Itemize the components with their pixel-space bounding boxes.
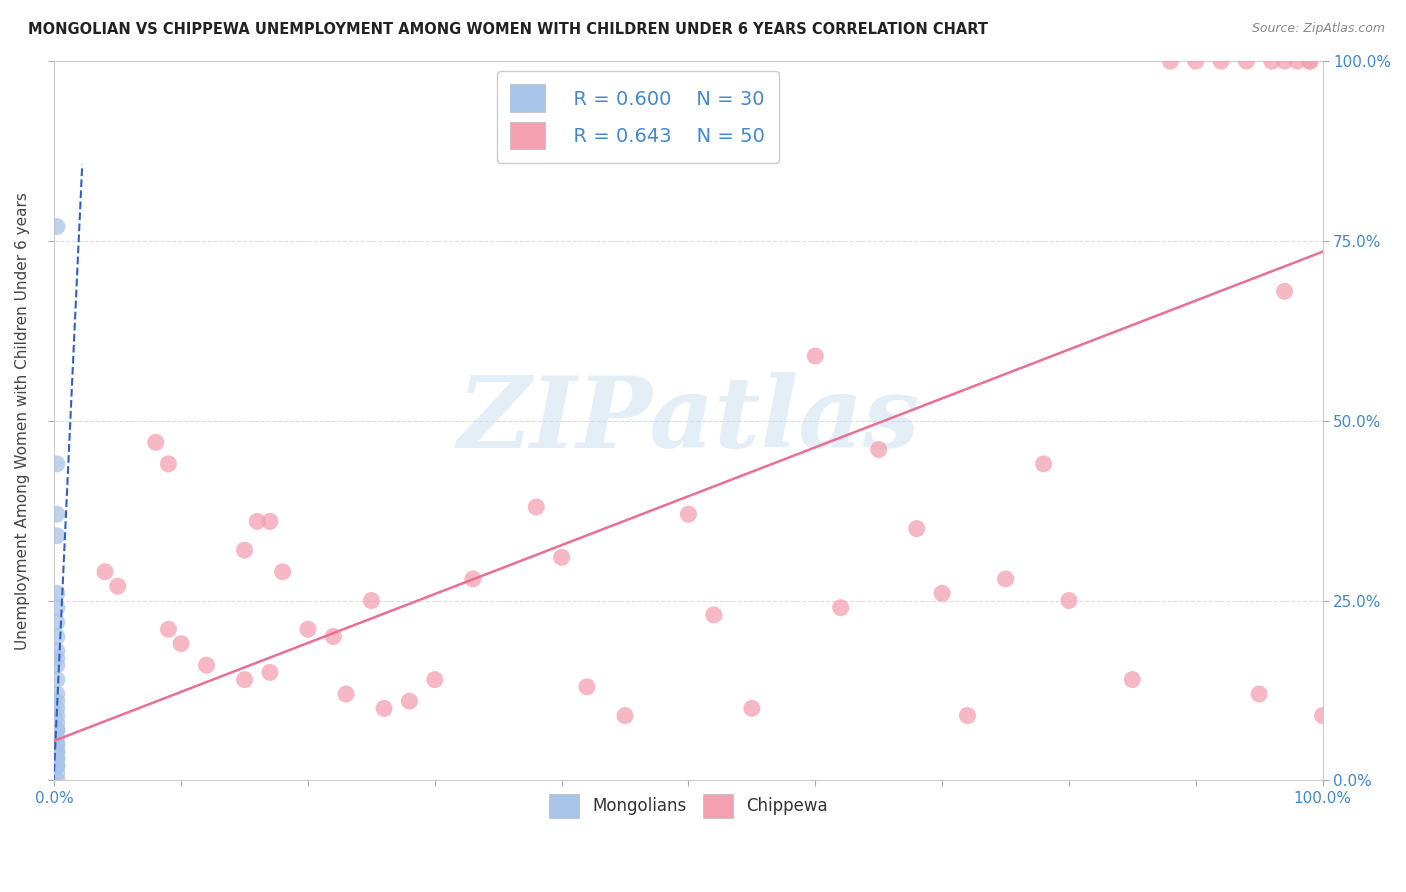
Point [1299, 54, 1322, 69]
Point [1312, 708, 1334, 723]
Point [45, 644, 67, 658]
Point [170, 637, 193, 651]
Point [233, 673, 256, 687]
Text: ZIPatlas: ZIPatlas [457, 373, 920, 469]
Point [45, 457, 67, 471]
Point [868, 442, 890, 457]
Point [1286, 54, 1309, 69]
Point [45, 615, 67, 629]
Point [45, 752, 67, 766]
Point [575, 680, 598, 694]
Point [550, 550, 572, 565]
Point [45, 723, 67, 737]
Point [246, 515, 269, 529]
Point [398, 694, 420, 708]
Point [45, 745, 67, 759]
Point [1249, 687, 1271, 701]
Point [703, 607, 725, 622]
Point [107, 579, 129, 593]
Point [45, 694, 67, 708]
Point [45, 715, 67, 730]
Point [45, 658, 67, 673]
Point [45, 600, 67, 615]
Point [45, 219, 67, 234]
Point [45, 630, 67, 644]
Point [1274, 285, 1296, 299]
Point [45, 737, 67, 751]
Point [45, 529, 67, 543]
Point [1184, 54, 1206, 69]
Point [994, 572, 1017, 586]
Point [45, 759, 67, 773]
Point [45, 766, 67, 780]
Point [45, 773, 67, 788]
Point [259, 665, 281, 680]
Point [157, 622, 180, 636]
Point [45, 673, 67, 687]
Point [157, 457, 180, 471]
Point [145, 435, 167, 450]
Point [45, 745, 67, 759]
Point [45, 687, 67, 701]
Point [45, 586, 67, 600]
Point [524, 500, 547, 514]
Point [297, 622, 319, 636]
Point [45, 752, 67, 766]
Point [1236, 54, 1258, 69]
Point [678, 507, 700, 521]
Point [322, 630, 344, 644]
Point [45, 701, 67, 715]
Point [94, 565, 117, 579]
Point [905, 522, 928, 536]
Point [1159, 54, 1181, 69]
Point [259, 515, 281, 529]
Point [931, 586, 953, 600]
Legend: Mongolians, Chippewa: Mongolians, Chippewa [540, 786, 837, 826]
Point [45, 708, 67, 723]
Point [804, 349, 827, 363]
Y-axis label: Unemployment Among Women with Children Under 6 years: Unemployment Among Women with Children U… [15, 192, 30, 649]
Point [1032, 457, 1054, 471]
Point [1274, 54, 1296, 69]
Point [45, 507, 67, 521]
Point [1211, 54, 1233, 69]
Point [45, 759, 67, 773]
Point [271, 565, 294, 579]
Point [335, 687, 357, 701]
Point [461, 572, 484, 586]
Point [360, 593, 382, 607]
Point [45, 651, 67, 665]
Point [614, 708, 637, 723]
Text: Source: ZipAtlas.com: Source: ZipAtlas.com [1251, 22, 1385, 36]
Point [741, 701, 763, 715]
Point [45, 737, 67, 751]
Point [1057, 593, 1080, 607]
Point [233, 543, 256, 558]
Text: MONGOLIAN VS CHIPPEWA UNEMPLOYMENT AMONG WOMEN WITH CHILDREN UNDER 6 YEARS CORRE: MONGOLIAN VS CHIPPEWA UNEMPLOYMENT AMONG… [28, 22, 988, 37]
Point [1121, 673, 1143, 687]
Point [423, 673, 446, 687]
Point [830, 600, 852, 615]
Point [373, 701, 395, 715]
Point [195, 658, 218, 673]
Point [956, 708, 979, 723]
Point [1299, 54, 1322, 69]
Point [45, 730, 67, 744]
Point [1261, 54, 1284, 69]
Point [45, 723, 67, 737]
